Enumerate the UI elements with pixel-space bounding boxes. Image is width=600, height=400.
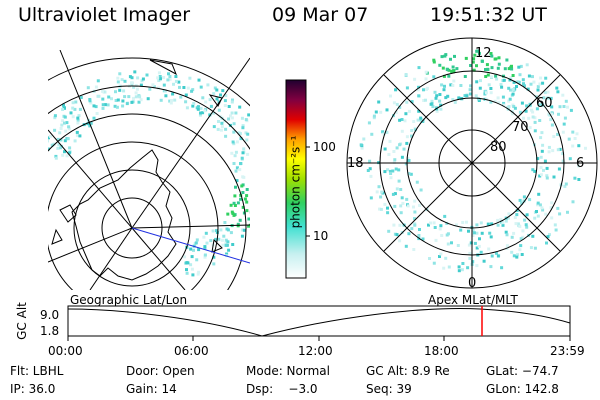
seq-info: Seq: 39 [366,382,412,396]
door-info: Door: Open [126,364,195,378]
mode-info: Mode: Normal [246,364,330,378]
geographic-map [48,50,250,290]
time-label: 19:51:32 UT [430,4,547,26]
glat-info: GLat: −74.7 [486,364,559,378]
mlat-label-80: 80 [490,140,507,155]
filter-info: Flt: LBHL [10,364,64,378]
gc-alt-info: GC Alt: 8.9 Re [366,364,450,378]
colorbar-tick-100: 100 [313,140,336,154]
x-tick-0000: 00:00 [48,344,83,358]
x-tick-1200: 12:00 [298,344,333,358]
mlt-label-6: 6 [576,156,585,171]
glon-info: GLon: 142.8 [486,382,559,396]
mlt-label-12: 12 [475,46,492,61]
dsp-info: Dsp: −3.0 [246,382,318,396]
aurora-emission-geo [48,70,250,277]
timeline-ymin: 1.8 [40,324,60,338]
colorbar-tick-10: 10 [313,229,329,243]
gain-info: Gain: 14 [126,382,177,396]
aurora-emission-polar [359,49,587,273]
altitude-curve [67,308,571,337]
mlt-label-18: 18 [347,156,364,171]
polar-mlt-plot [346,37,598,289]
ip-info: IP: 36.0 [10,382,56,396]
x-tick-1800: 18:00 [424,344,459,358]
geographic-latlon-label: Geographic Lat/Lon [70,293,188,307]
date-label: 09 Mar 07 [272,4,369,26]
sun-direction-line [131,227,250,264]
timeline-plot [67,305,571,341]
color-bar [285,79,310,279]
x-tick-0600: 06:00 [174,344,209,358]
gc-alt-axis-label: GC Alt [14,302,29,340]
antarctica-coastline [71,149,177,281]
x-tick-2359: 23:59 [550,344,585,358]
mlt-label-0: 0 [468,276,477,291]
mlat-label-70: 70 [512,120,529,135]
timeline-ymax: 9.0 [40,308,60,322]
colorbar-unit-label: photon cm⁻²s⁻¹ [288,135,303,229]
imager-title: Ultraviolet Imager [18,4,191,26]
apex-mlat-mlt-label: Apex MLat/MLT [428,293,518,307]
mlat-label-60: 60 [536,96,553,111]
